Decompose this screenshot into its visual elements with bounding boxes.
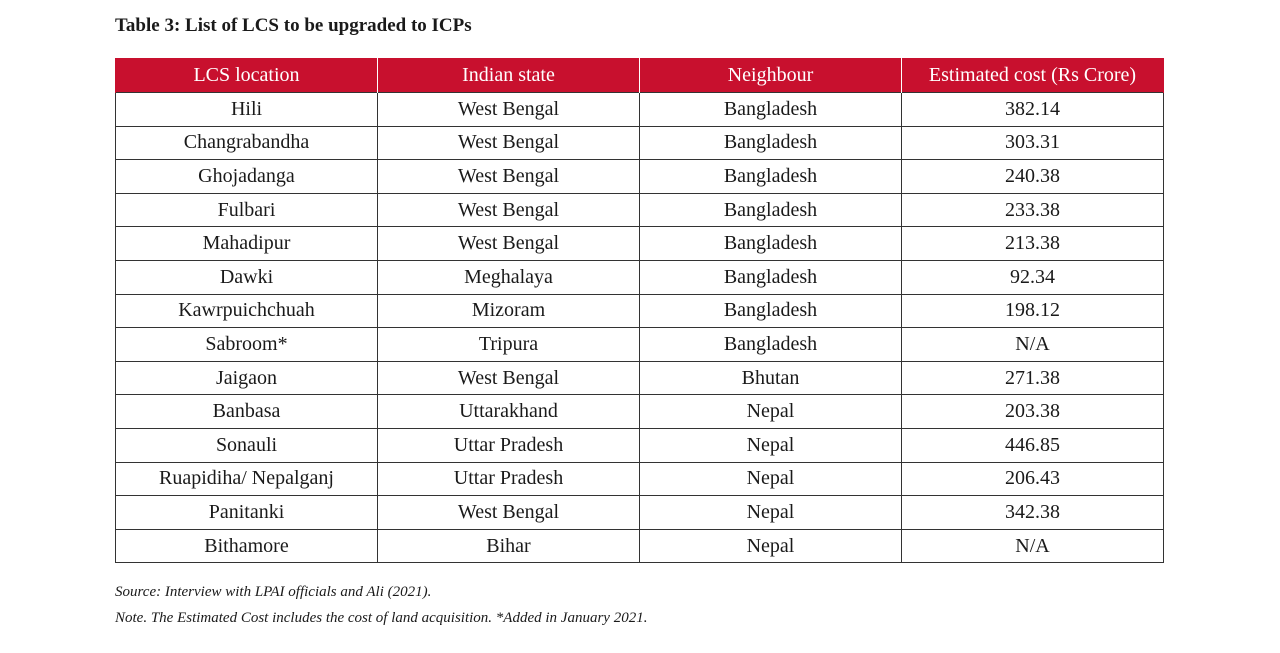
- table-cell: Bangladesh: [639, 327, 902, 362]
- table-cell: Nepal: [639, 427, 902, 463]
- table-cell: Fulbari: [115, 192, 378, 228]
- table-cell: Nepal: [639, 394, 902, 429]
- table-row: Ghojadanga West Bengal Bangladesh 240.38: [115, 159, 1164, 194]
- table-cell: Uttar Pradesh: [377, 427, 640, 463]
- table-row: Changrabandha West Bengal Bangladesh 303.31: [115, 125, 1164, 161]
- table-cell: West Bengal: [377, 192, 640, 228]
- table-row: Dawki Meghalaya Bangladesh 92.34: [115, 259, 1164, 295]
- table-row: Banbasa Uttarakhand Nepal 203.38: [115, 394, 1164, 429]
- table-cell: N/A: [901, 528, 1164, 564]
- table-cell: N/A: [901, 327, 1164, 362]
- table-cell: Tripura: [377, 327, 640, 362]
- table-cell: West Bengal: [377, 360, 640, 396]
- table-row: Panitanki West Bengal Nepal 342.38: [115, 495, 1164, 530]
- table-cell: 198.12: [901, 293, 1164, 329]
- table-cell: 92.34: [901, 259, 1164, 295]
- table-cell: Bangladesh: [639, 159, 902, 194]
- table-cell: Bangladesh: [639, 293, 902, 329]
- table-cell: Jaigaon: [115, 360, 378, 396]
- table-cell: Mizoram: [377, 293, 640, 329]
- table-row: Sabroom* Tripura Bangladesh N/A: [115, 327, 1164, 362]
- table-cell: Uttarakhand: [377, 394, 640, 429]
- table: LCS location Indian state Neighbour Estimat…: [115, 58, 1164, 564]
- table-cell: 446.85: [901, 427, 1164, 463]
- table-cell: Bangladesh: [639, 226, 902, 261]
- header-row: LCS location Indian state Neighbour Estimat…: [115, 58, 1164, 93]
- table-cell: Ruapidiha/ Nepalganj: [115, 461, 378, 497]
- table-cell: Bangladesh: [639, 259, 902, 295]
- table-cell: 382.14: [901, 92, 1164, 127]
- table-row: Bithamore Bihar Nepal N/A: [115, 528, 1164, 564]
- table-cell: 213.38: [901, 226, 1164, 261]
- table-cell: Uttar Pradesh: [377, 461, 640, 497]
- source-note: Source: Interview with LPAI officials an…: [115, 584, 432, 600]
- table-cell: Ghojadanga: [115, 159, 378, 194]
- table-cell: Dawki: [115, 259, 378, 295]
- table-cell: Sabroom*: [115, 327, 378, 362]
- table-cell: Banbasa: [115, 394, 378, 429]
- table-row: Mahadipur West Bengal Bangladesh 213.38: [115, 226, 1164, 261]
- header-cell: Neighbour: [639, 58, 902, 93]
- table-cell: West Bengal: [377, 495, 640, 530]
- table-cell: 240.38: [901, 159, 1164, 194]
- table-body: Hili West Bengal Bangladesh 382.14 Changraba…: [115, 92, 1164, 564]
- table-row: Hili West Bengal Bangladesh 382.14: [115, 92, 1164, 127]
- table-row: Jaigaon West Bengal Bhutan 271.38: [115, 360, 1164, 396]
- table-cell: Kawrpuichchuah: [115, 293, 378, 329]
- table-cell: 206.43: [901, 461, 1164, 497]
- table-cell: Bangladesh: [639, 92, 902, 127]
- table-cell: Bangladesh: [639, 192, 902, 228]
- footnote: Note. The Estimated Cost includes the co…: [115, 610, 648, 626]
- table-cell: Mahadipur: [115, 226, 378, 261]
- table-cell: Bhutan: [639, 360, 902, 396]
- table-cell: 303.31: [901, 125, 1164, 161]
- table-row: Fulbari West Bengal Bangladesh 233.38: [115, 192, 1164, 228]
- table-cell: 203.38: [901, 394, 1164, 429]
- table-cell: Panitanki: [115, 495, 378, 530]
- table-cell: Meghalaya: [377, 259, 640, 295]
- table-cell: Bangladesh: [639, 125, 902, 161]
- table-row: Kawrpuichchuah Mizoram Bangladesh 198.12: [115, 293, 1164, 329]
- table-cell: West Bengal: [377, 92, 640, 127]
- header-cell: LCS location: [115, 58, 378, 93]
- table-cell: Hili: [115, 92, 378, 127]
- table-cell: West Bengal: [377, 125, 640, 161]
- header-cell: Estimated cost (Rs Crore): [901, 58, 1164, 93]
- table-cell: Sonauli: [115, 427, 378, 463]
- table-cell: Bihar: [377, 528, 640, 564]
- table-cell: 271.38: [901, 360, 1164, 396]
- table-cell: 342.38: [901, 495, 1164, 530]
- table-cell: Bithamore: [115, 528, 378, 564]
- table-cell: Nepal: [639, 528, 902, 564]
- table-cell: 233.38: [901, 192, 1164, 228]
- table-cell: Changrabandha: [115, 125, 378, 161]
- table-cell: West Bengal: [377, 159, 640, 194]
- table-cell: West Bengal: [377, 226, 640, 261]
- table-cell: Nepal: [639, 461, 902, 497]
- table-title: Table 3: List of LCS to be upgraded to I…: [115, 15, 472, 36]
- table-cell: Nepal: [639, 495, 902, 530]
- header-cell: Indian state: [377, 58, 640, 93]
- table-row: Ruapidiha/ Nepalganj Uttar Pradesh Nepal 20…: [115, 461, 1164, 497]
- table-header: LCS location Indian state Neighbour Estimat…: [115, 58, 1164, 93]
- table-row: Sonauli Uttar Pradesh Nepal 446.85: [115, 427, 1164, 463]
